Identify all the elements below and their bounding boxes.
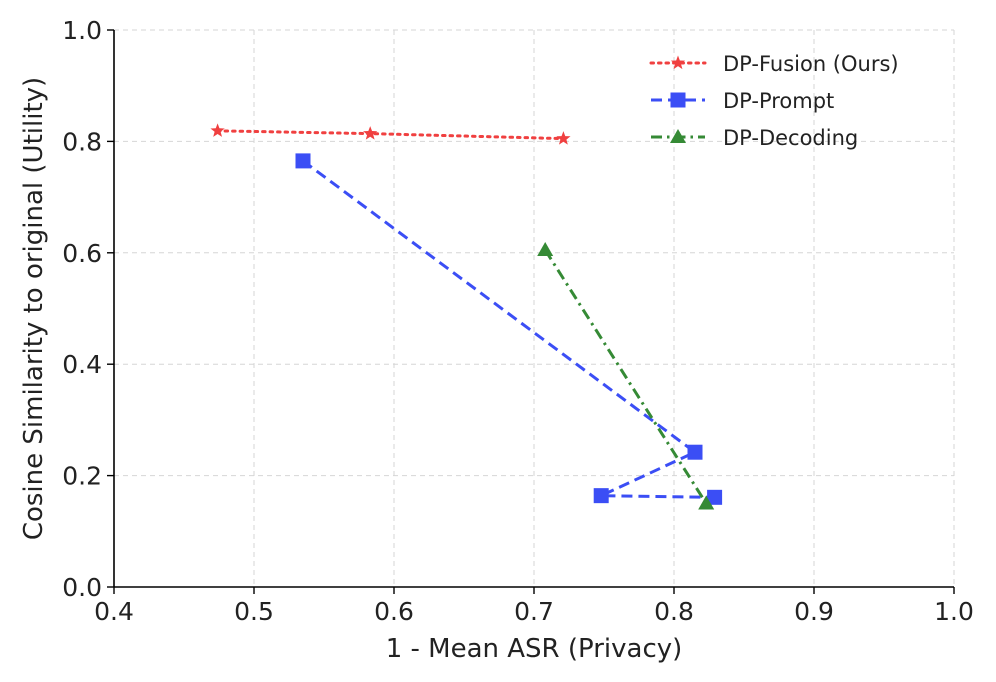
- y-axis-title: Cosine Similarity to original (Utility): [19, 77, 49, 540]
- x-tick-label: 0.6: [374, 597, 414, 626]
- legend-marker: [670, 92, 686, 108]
- data-point: [363, 126, 378, 140]
- legend-item: DP-Fusion (Ours): [649, 52, 899, 76]
- series-dp-prompt: [295, 153, 723, 505]
- data-point: [707, 489, 723, 505]
- y-tick-label: 0.4: [62, 350, 102, 379]
- x-tick-label: 0.5: [234, 597, 274, 626]
- y-tick-label: 0.6: [62, 239, 102, 268]
- legend-item: DP-Prompt: [651, 89, 834, 113]
- y-tick-label: 0.0: [62, 573, 102, 602]
- series-dp-decoding: [537, 242, 715, 510]
- data-point: [687, 444, 703, 460]
- series-line: [302, 159, 715, 499]
- legend-label: DP-Decoding: [723, 126, 858, 150]
- y-tick-label: 0.2: [62, 462, 102, 491]
- data-point: [556, 131, 571, 145]
- x-tick-label: 0.9: [794, 597, 834, 626]
- y-tick-label: 0.8: [62, 127, 102, 156]
- legend-label: DP-Prompt: [723, 89, 834, 113]
- x-tick-label: 0.4: [94, 597, 134, 626]
- x-tick-label: 0.7: [514, 597, 554, 626]
- series-line: [543, 249, 708, 505]
- series-line: [216, 129, 565, 141]
- data-point: [537, 242, 554, 257]
- legend: DP-Fusion (Ours) DP-Prompt DP-Decoding: [649, 52, 899, 150]
- legend-marker: [670, 55, 686, 70]
- legend-label: DP-Fusion (Ours): [723, 52, 899, 76]
- data-point: [593, 488, 609, 504]
- x-tick-label: 1.0: [934, 597, 974, 626]
- x-tick-label: 0.8: [654, 597, 694, 626]
- legend-marker: [670, 129, 686, 143]
- axes: 0.4 0.5 0.6 0.7 0.8 0.9 1.0 0.0 0.2 0.4 0.6 0.8 1.0: [62, 16, 974, 626]
- series-layer: [210, 123, 723, 510]
- grid: [113, 29, 955, 588]
- data-point: [698, 495, 715, 510]
- y-tick-label: 1.0: [62, 16, 102, 45]
- legend-item: DP-Decoding: [651, 126, 858, 150]
- x-axis-title: 1 - Mean ASR (Privacy): [386, 634, 683, 664]
- data-point: [210, 123, 225, 137]
- data-point: [295, 153, 311, 169]
- series-dp-fusion-ours: [210, 123, 571, 145]
